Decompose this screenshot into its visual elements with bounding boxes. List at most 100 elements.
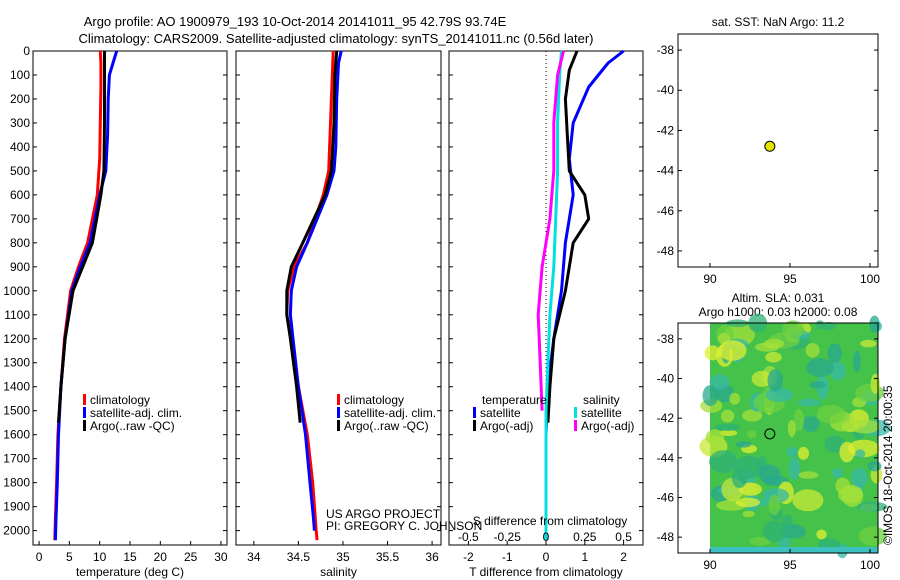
temperature-xtick-label: 20 [154,550,168,564]
difference-temperature-legend-swatch [473,420,476,431]
sla-map-xtick-label: 95 [783,558,797,572]
salinity-legend-swatch [337,407,340,418]
depth-ytick-label: 1700 [3,452,30,466]
temperature-xtick-label: 15 [123,550,137,564]
argo-location-marker [764,140,776,152]
sla-heatmap-cell [821,322,836,331]
sla-heatmap-cell [738,482,762,496]
temperature-series-argo [57,51,106,423]
difference-series-salinity-argo [536,50,565,411]
title-line-1: Argo profile: AO 1900979_193 10-Oct-2014… [84,14,507,29]
temperature-legend-swatch [83,407,86,418]
sla-map-title-2: Argo h1000: 0.03 h2000: 0.08 [699,305,858,319]
depth-ytick-label: 1300 [3,356,30,370]
depth-ytick-label: 300 [10,116,30,130]
sla-heatmap-cell [838,486,863,504]
sla-heatmap-cell [787,446,798,458]
temperature-legend-swatch [83,420,86,431]
sla-map-xtick-label: 90 [703,558,717,572]
sla-map-ytick-label: -48 [657,530,675,544]
sla-heatmap-cell [702,385,719,407]
sla-heatmap-cell [793,408,805,432]
depth-ytick-label: 800 [10,236,30,250]
depth-ytick-label: 200 [10,92,30,106]
temperature-xtick-label: 5 [66,550,73,564]
sla-heatmap-cell [765,387,794,402]
sla-heatmap-cell [709,450,738,474]
difference-temperature-legend-label: Argo(-adj) [480,419,533,433]
temperature-series-satellite-adj-clim- [53,50,119,541]
sst-map-ytick-label: -48 [657,244,675,258]
depth-ytick-label: 400 [10,140,30,154]
sla-heatmap-cell [758,464,781,485]
sla-heatmap-cell [709,374,730,390]
timestamp-label: ©IMOS 18-Oct-2014 20:00:35 [881,385,895,545]
temperature-xtick-label: 0 [36,550,43,564]
depth-ytick-label: 1900 [3,500,30,514]
sla-heatmap-cell [869,315,880,333]
credit-line-1: US ARGO PROJECT [326,507,441,521]
sla-heatmap-cell [852,350,861,372]
sst-map-ytick-label: -44 [657,164,675,178]
sla-heatmap-cell [806,358,834,377]
temperature-legend-label: satellite-adj. clim. [90,406,182,420]
sst-map-xtick-label: 95 [783,272,797,286]
sla-map-ytick-label: -44 [657,451,675,465]
sla-heatmap-cell [816,404,846,424]
sst-map-xtick-label: 100 [860,272,880,286]
salinity-legend-label: Argo(..raw -QC) [344,419,429,433]
sst-map-xtick-label: 90 [703,272,717,286]
title-line-2: Climatology: CARS2009. Satellite-adjuste… [79,31,594,46]
sla-heatmap-cell [782,320,804,340]
depth-ytick-label: 1800 [3,476,30,490]
temperature-xtick-label: 30 [214,550,228,564]
salinity-diff-tick-label: 0.5 [615,530,632,544]
difference-xtick-label: -1 [502,550,513,564]
sla-heatmap-cell [816,529,827,540]
salinity-series-argo [285,50,339,423]
sla-heatmap-cell [802,416,820,432]
sla-heatmap-cell [719,429,738,436]
legend-title-temperature: temperature [482,393,547,407]
sla-heatmap-cell [729,392,741,405]
depth-ytick-label: 1200 [3,332,30,346]
sla-heatmap-cell [704,345,721,361]
sla-heatmap-cell [749,536,772,546]
depth-ytick-label: 700 [10,212,30,226]
sla-heatmap-cell [742,510,755,518]
sla-heatmap-cell [827,343,842,364]
sla-heatmap-cell [792,489,824,512]
temperature-legend-swatch [83,394,86,405]
depth-ytick-label: 2000 [3,524,30,538]
credit-line-2: PI: GREGORY C. JOHNSON [326,519,482,533]
sla-heatmap-cell [798,471,819,479]
difference-series-salinity-satellite [544,50,563,541]
sla-heatmap-cell [762,520,788,543]
salinity-xtick-label: 35.5 [376,550,400,564]
depth-ytick-label: 900 [10,260,30,274]
sla-heatmap-cell [751,370,773,387]
sla-heatmap-cell [720,409,735,423]
sla-heatmap-cell [754,342,780,352]
salinity-diff-tick-label: 0.25 [573,530,597,544]
salinity-legend-label: climatology [344,393,404,407]
depth-ytick-label: 1400 [3,380,30,394]
sst-map-title: sat. SST: NaN Argo: 11.2 [712,15,845,29]
sla-heatmap-cell [858,526,887,546]
sla-heatmap-cell [742,409,763,422]
sla-map-ytick-label: -46 [657,490,675,504]
sla-heatmap-cell [787,419,796,438]
sla-map-ytick-label: -42 [657,411,675,425]
sla-heatmap-cell [718,340,747,361]
sla-heatmap-cell [731,467,748,489]
difference-xtick-label: 2 [620,550,627,564]
sla-map-xtick-label: 100 [860,558,880,572]
difference-salinity-legend-swatch [574,407,577,418]
sla-heatmap-cell [765,351,782,363]
difference-salinity-legend-label: Argo(-adj) [581,419,634,433]
difference-series-temperature-argo [546,50,591,423]
sst-map-ytick-label: -46 [657,204,675,218]
sla-heatmap-cell [809,380,826,389]
sla-heatmap-cell [768,494,781,516]
